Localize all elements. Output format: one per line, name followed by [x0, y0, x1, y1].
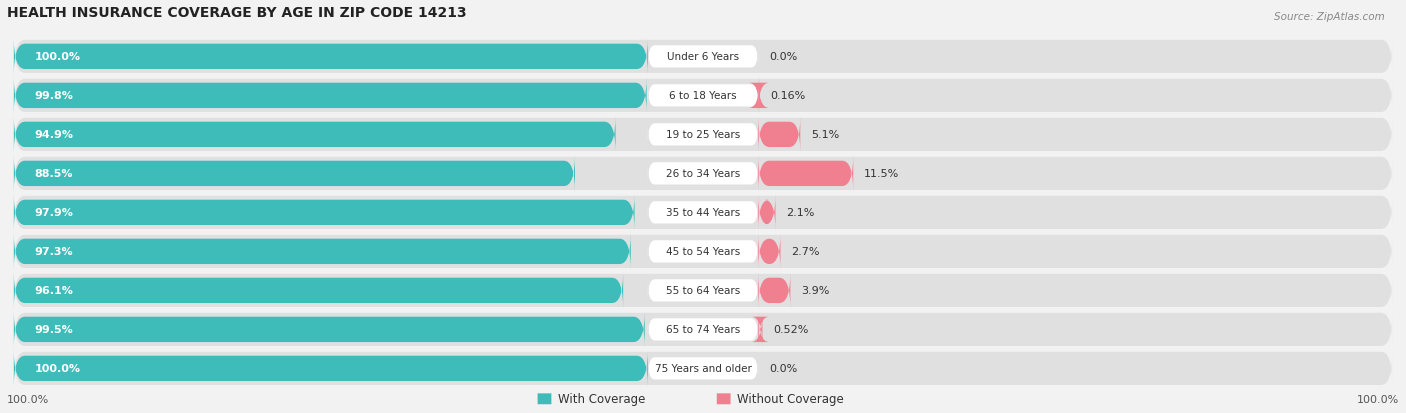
Text: Source: ZipAtlas.com: Source: ZipAtlas.com — [1274, 12, 1385, 22]
Text: 99.5%: 99.5% — [35, 325, 73, 335]
FancyBboxPatch shape — [758, 116, 800, 154]
Text: Under 6 Years: Under 6 Years — [666, 52, 740, 62]
FancyBboxPatch shape — [717, 394, 731, 404]
Text: 45 to 54 Years: 45 to 54 Years — [666, 247, 740, 257]
FancyBboxPatch shape — [648, 241, 758, 263]
Text: 55 to 64 Years: 55 to 64 Years — [666, 286, 740, 296]
FancyBboxPatch shape — [648, 318, 758, 341]
FancyBboxPatch shape — [537, 394, 551, 404]
Text: 19 to 25 Years: 19 to 25 Years — [666, 130, 740, 140]
FancyBboxPatch shape — [758, 233, 780, 270]
Text: 5.1%: 5.1% — [811, 130, 839, 140]
FancyBboxPatch shape — [758, 155, 853, 192]
FancyBboxPatch shape — [14, 313, 1392, 346]
FancyBboxPatch shape — [758, 272, 790, 309]
Text: 0.16%: 0.16% — [770, 91, 806, 101]
Text: 75 Years and older: 75 Years and older — [655, 363, 751, 373]
FancyBboxPatch shape — [751, 311, 769, 348]
Text: 2.7%: 2.7% — [792, 247, 820, 257]
FancyBboxPatch shape — [14, 116, 616, 154]
Text: 97.3%: 97.3% — [35, 247, 73, 257]
Text: 88.5%: 88.5% — [35, 169, 73, 179]
FancyBboxPatch shape — [14, 272, 623, 309]
FancyBboxPatch shape — [648, 85, 758, 107]
Text: 100.0%: 100.0% — [1357, 394, 1399, 404]
FancyBboxPatch shape — [748, 78, 769, 115]
Text: 100.0%: 100.0% — [35, 52, 80, 62]
FancyBboxPatch shape — [648, 124, 758, 146]
FancyBboxPatch shape — [14, 119, 1392, 152]
Text: 3.9%: 3.9% — [801, 286, 830, 296]
FancyBboxPatch shape — [14, 352, 1392, 385]
Text: 65 to 74 Years: 65 to 74 Years — [666, 325, 740, 335]
FancyBboxPatch shape — [14, 78, 647, 115]
Text: 35 to 44 Years: 35 to 44 Years — [666, 208, 740, 218]
FancyBboxPatch shape — [648, 280, 758, 302]
FancyBboxPatch shape — [14, 39, 648, 76]
Text: HEALTH INSURANCE COVERAGE BY AGE IN ZIP CODE 14213: HEALTH INSURANCE COVERAGE BY AGE IN ZIP … — [7, 6, 467, 20]
FancyBboxPatch shape — [14, 80, 1392, 113]
FancyBboxPatch shape — [14, 235, 1392, 268]
Text: 0.0%: 0.0% — [769, 363, 797, 373]
Text: 94.9%: 94.9% — [35, 130, 73, 140]
Text: 97.9%: 97.9% — [35, 208, 73, 218]
FancyBboxPatch shape — [14, 233, 631, 270]
Text: 100.0%: 100.0% — [35, 363, 80, 373]
FancyBboxPatch shape — [648, 46, 758, 68]
FancyBboxPatch shape — [14, 311, 645, 348]
FancyBboxPatch shape — [14, 155, 575, 192]
Text: With Coverage: With Coverage — [558, 392, 645, 405]
Text: 100.0%: 100.0% — [7, 394, 49, 404]
FancyBboxPatch shape — [648, 357, 758, 380]
FancyBboxPatch shape — [758, 195, 776, 231]
FancyBboxPatch shape — [14, 196, 1392, 229]
FancyBboxPatch shape — [14, 350, 648, 387]
Text: Without Coverage: Without Coverage — [738, 392, 844, 405]
FancyBboxPatch shape — [14, 41, 1392, 74]
Text: 6 to 18 Years: 6 to 18 Years — [669, 91, 737, 101]
FancyBboxPatch shape — [14, 157, 1392, 190]
FancyBboxPatch shape — [14, 274, 1392, 307]
Text: 0.52%: 0.52% — [773, 325, 808, 335]
FancyBboxPatch shape — [648, 202, 758, 224]
Text: 11.5%: 11.5% — [865, 169, 900, 179]
Text: 96.1%: 96.1% — [35, 286, 73, 296]
Text: 99.8%: 99.8% — [35, 91, 73, 101]
FancyBboxPatch shape — [648, 163, 758, 185]
FancyBboxPatch shape — [14, 195, 634, 231]
Text: 2.1%: 2.1% — [786, 208, 815, 218]
Text: 0.0%: 0.0% — [769, 52, 797, 62]
Text: 26 to 34 Years: 26 to 34 Years — [666, 169, 740, 179]
